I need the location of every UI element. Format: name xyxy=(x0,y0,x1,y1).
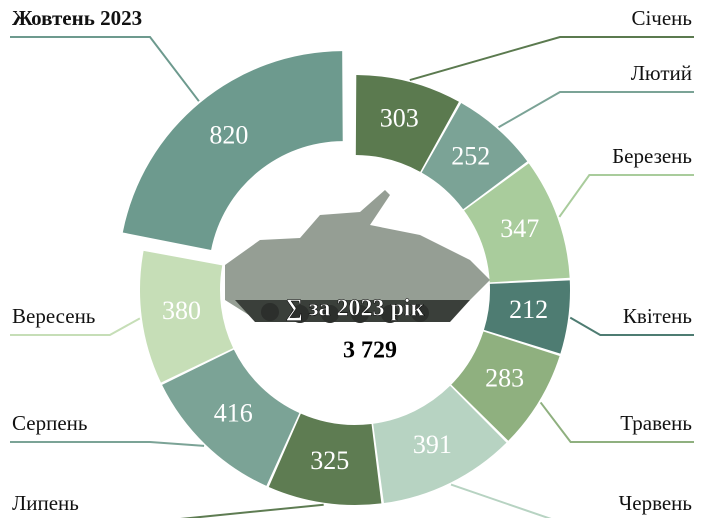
category-label: Червень xyxy=(619,491,692,515)
category-label: Квітень xyxy=(623,304,692,328)
value-label: 347 xyxy=(500,214,539,243)
segments: 303 Січень 252 Лютий 347 Березень 212 Квітень 28… xyxy=(10,6,694,523)
donut-segment xyxy=(451,331,560,441)
donut-segment xyxy=(373,385,507,504)
category-label: Липень xyxy=(12,491,79,515)
donut-segment xyxy=(483,280,570,354)
value-label: 391 xyxy=(413,430,452,459)
leader-line xyxy=(409,36,694,81)
leader-line xyxy=(558,174,694,218)
value-label: 283 xyxy=(485,364,524,393)
leader-line xyxy=(498,91,694,129)
donut-segment xyxy=(140,250,234,383)
donut-segment xyxy=(268,413,382,505)
leader-line xyxy=(10,441,205,447)
leader-line xyxy=(10,317,141,336)
value-label: 212 xyxy=(509,295,548,324)
category-label: Серпень xyxy=(12,411,87,435)
value-label: 820 xyxy=(209,120,248,149)
category-label: Січень xyxy=(631,6,692,30)
center-total: 3 729 xyxy=(343,338,397,364)
donut-segment xyxy=(162,349,300,486)
donut-segment xyxy=(421,103,528,210)
category-label: Лютий xyxy=(631,61,692,85)
donut-segment xyxy=(122,51,343,250)
value-label: 252 xyxy=(451,142,490,171)
category-label: Вересень xyxy=(12,304,95,328)
category-label: Травень xyxy=(620,411,692,435)
donut-segment xyxy=(464,163,570,283)
value-label: 303 xyxy=(380,104,419,133)
category-label: Жовтень 2023 xyxy=(12,6,142,30)
value-label: 380 xyxy=(162,296,201,325)
leader-line xyxy=(10,36,200,102)
vehicle-illustration xyxy=(225,190,490,323)
value-label: 416 xyxy=(214,399,253,428)
center-title: ∑ за 2023 рік xyxy=(286,296,425,322)
category-label: Березень xyxy=(612,144,692,168)
leader-line xyxy=(539,401,694,443)
value-label: 325 xyxy=(310,446,349,475)
donut-segment xyxy=(355,75,459,172)
leader-line xyxy=(569,316,694,336)
